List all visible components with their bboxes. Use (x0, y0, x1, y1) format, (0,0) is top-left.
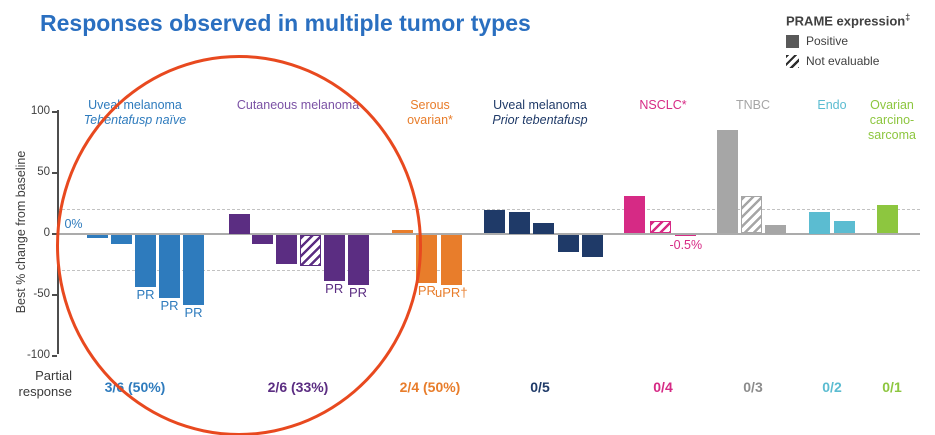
bar-hatched (649, 221, 671, 234)
bar-value-annotation: -0.5% (669, 237, 703, 252)
legend-entry: Not evaluable (786, 54, 910, 68)
tumor-group-name: TNBC (735, 98, 771, 112)
response-count: 2/4 (50%) (399, 379, 461, 395)
bar-solid (877, 205, 899, 234)
y-tick-label: -50 (33, 287, 50, 300)
tumor-group-name: Serous (410, 98, 450, 112)
y-tick-label: 0 (43, 226, 50, 239)
bar-solid (717, 129, 739, 234)
response-count: 0/4 (653, 379, 673, 395)
legend-entry: Positive (786, 34, 910, 48)
tumor-group-label: TNBC (663, 98, 843, 113)
response-count: 0/2 (822, 379, 842, 395)
legend-title: PRAME expression‡ (786, 12, 911, 29)
prame-expression-legend: PRAME expression‡ Positive Not evaluable (786, 12, 910, 68)
tumor-group-name: Uveal melanoma (493, 98, 587, 112)
chart-title: Responses observed in multiple tumor typ… (40, 10, 531, 36)
legend-entry-label: Positive (806, 34, 849, 49)
bar-solid (809, 211, 831, 234)
bar-solid (440, 234, 462, 285)
pr-label: PR (417, 283, 436, 299)
tumor-group-label: NSCLC* (573, 98, 753, 113)
legend-entry-label: Not evaluable (806, 54, 880, 69)
y-tick-label: 100 (30, 104, 50, 117)
solid-swatch-icon (786, 34, 799, 48)
tumor-group-name: ovarian* (407, 113, 453, 127)
bar-solid (484, 210, 506, 234)
bar-solid (624, 195, 646, 234)
reference-line (57, 270, 920, 272)
reference-line (57, 209, 920, 211)
red-highlight-ellipse (56, 55, 422, 435)
response-count: 0/1 (882, 379, 902, 395)
bar-solid (581, 234, 603, 257)
tumor-group-label: Serous ovarian* (340, 98, 520, 128)
y-axis-tick (52, 233, 57, 235)
response-count: 0/5 (530, 379, 550, 395)
pr-label: uPR† (435, 284, 468, 300)
tumor-group-name: Endo (817, 98, 847, 112)
hatched-swatch-icon (786, 54, 799, 68)
y-tick-label: -100 (26, 348, 50, 361)
zero-baseline (57, 232, 920, 235)
tumor-group-label: Endo (742, 98, 922, 113)
response-count: 0/3 (743, 379, 763, 395)
y-axis-tick (52, 294, 57, 296)
bar-solid (508, 211, 530, 234)
bar-solid (557, 234, 579, 252)
bar-solid (675, 234, 697, 236)
tumor-group-label: Uveal melanoma Prior tebentafusp (450, 98, 630, 128)
tumor-group-label: Ovarian carcino-sarcoma (802, 98, 935, 143)
bar-hatched (741, 195, 763, 234)
bar-solid (834, 221, 856, 234)
tumor-group-subtitle: Prior tebentafusp (492, 113, 588, 127)
bar-solid (765, 225, 787, 234)
y-axis-tick (52, 355, 57, 357)
y-tick-label: 50 (37, 165, 50, 178)
tumor-group-name: carcino- (869, 113, 915, 127)
y-axis-tick (52, 172, 57, 174)
bar-solid (533, 222, 555, 234)
tumor-group-name: NSCLC* (639, 98, 687, 112)
tumor-group-name: sarcoma (868, 128, 916, 142)
dagger-footnote-mark: ‡ (905, 12, 911, 22)
partial-response-row-label: Partial response (18, 368, 72, 399)
tumor-group-name: Ovarian (870, 98, 914, 112)
y-axis-tick (52, 111, 57, 113)
